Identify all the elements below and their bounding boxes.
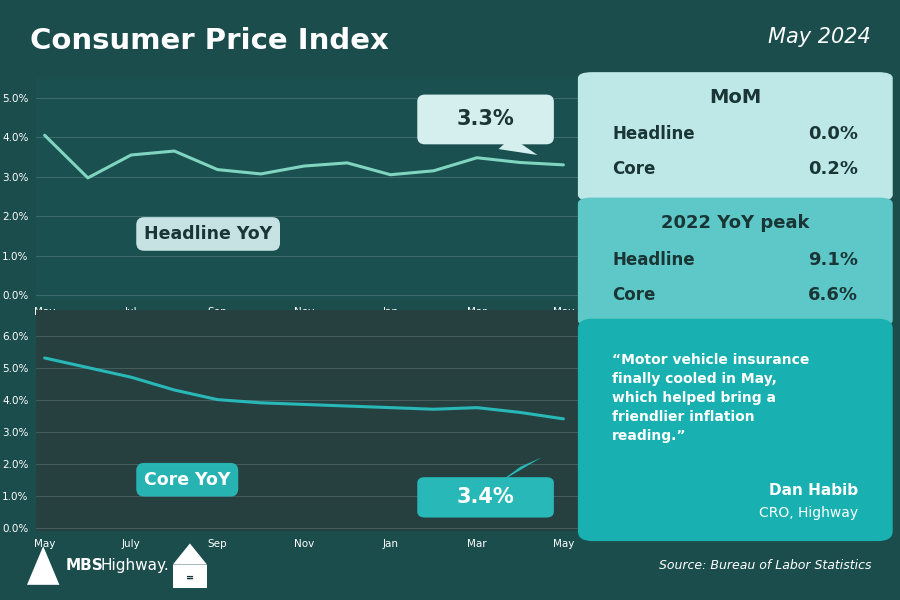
Text: 3.4%: 3.4%: [456, 487, 515, 508]
FancyBboxPatch shape: [173, 565, 207, 587]
FancyBboxPatch shape: [578, 72, 893, 201]
FancyBboxPatch shape: [418, 477, 554, 518]
Polygon shape: [499, 137, 537, 155]
Text: 9.1%: 9.1%: [808, 251, 859, 269]
Polygon shape: [499, 457, 542, 483]
Text: 0.0%: 0.0%: [808, 125, 859, 143]
FancyBboxPatch shape: [418, 95, 554, 145]
Text: Source: Bureau of Labor Statistics: Source: Bureau of Labor Statistics: [659, 559, 871, 572]
Text: MoM: MoM: [709, 88, 761, 107]
Text: Headline: Headline: [612, 125, 695, 143]
Text: 2022 YoY peak: 2022 YoY peak: [661, 214, 810, 232]
Text: Core: Core: [612, 286, 655, 304]
Text: Core: Core: [612, 160, 655, 178]
Text: CRO, Highway: CRO, Highway: [760, 506, 859, 520]
Text: “Motor vehicle insurance
finally cooled in May,
which helped bring a
friendlier : “Motor vehicle insurance finally cooled …: [612, 353, 810, 443]
Text: Dan Habib: Dan Habib: [770, 483, 859, 498]
Text: 6.6%: 6.6%: [808, 286, 859, 304]
Text: 0.2%: 0.2%: [808, 160, 859, 178]
Text: Headline YoY: Headline YoY: [144, 225, 272, 243]
Text: =: =: [185, 573, 194, 583]
Polygon shape: [27, 546, 59, 585]
Text: Core YoY: Core YoY: [144, 471, 230, 489]
Text: Headline: Headline: [612, 251, 695, 269]
Text: Highway.: Highway.: [101, 558, 169, 573]
FancyBboxPatch shape: [578, 319, 893, 541]
Text: Consumer Price Index: Consumer Price Index: [30, 27, 389, 55]
Text: MBS: MBS: [66, 558, 104, 573]
Text: May 2024: May 2024: [769, 27, 871, 47]
Polygon shape: [173, 544, 207, 565]
Text: 3.3%: 3.3%: [456, 109, 515, 130]
FancyBboxPatch shape: [578, 197, 893, 326]
